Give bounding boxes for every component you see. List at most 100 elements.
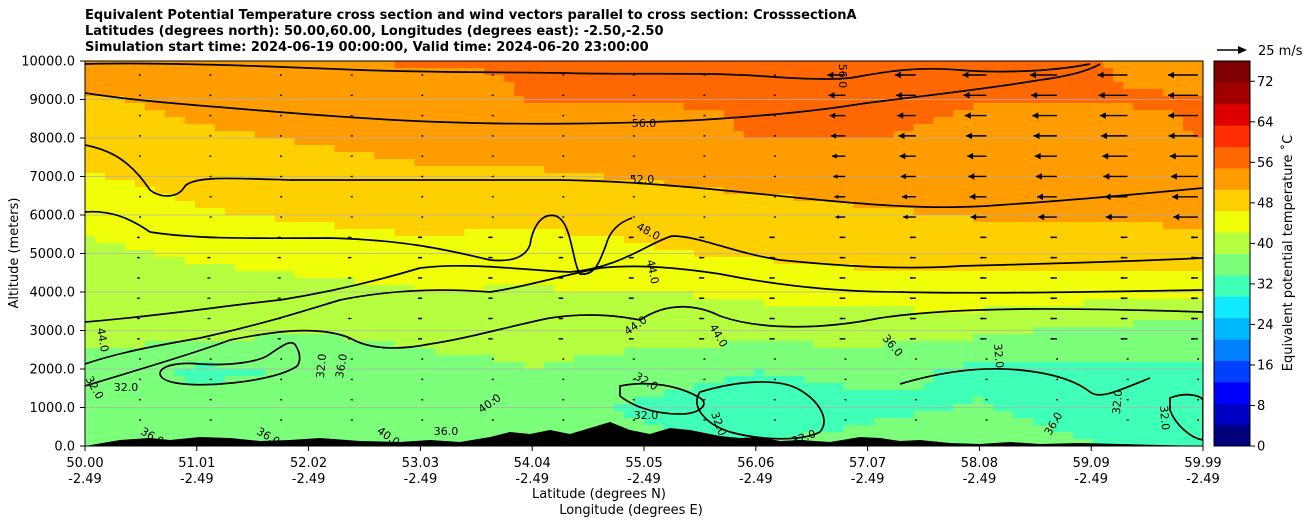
- field-cell: [853, 222, 865, 230]
- field-cell: [484, 292, 495, 300]
- field-cell: [823, 306, 835, 314]
- field-cell: [923, 117, 935, 125]
- field-cell: [1173, 166, 1184, 174]
- field-cell: [803, 68, 815, 76]
- field-cell: [474, 75, 485, 83]
- field-cell: [783, 320, 795, 328]
- field-cell: [1053, 159, 1064, 167]
- field-cell: [963, 334, 975, 342]
- field-cell: [683, 348, 695, 356]
- field-cell: [823, 264, 835, 272]
- field-cell: [104, 215, 116, 223]
- field-cell: [294, 208, 306, 216]
- field-cell: [803, 187, 815, 195]
- field-cell: [1083, 159, 1094, 167]
- field-cell: [1013, 117, 1024, 125]
- field-cell: [933, 285, 945, 293]
- field-cell: [504, 187, 515, 195]
- field-cell: [793, 313, 805, 321]
- field-cell: [574, 75, 585, 83]
- field-cell: [853, 145, 865, 153]
- field-cell: [264, 145, 276, 153]
- field-cell: [434, 208, 445, 216]
- field-cell: [514, 194, 525, 202]
- field-cell: [1183, 201, 1194, 209]
- field-cell: [753, 320, 765, 328]
- field-cell: [923, 313, 935, 321]
- field-cell: [424, 75, 435, 83]
- field-cell: [354, 159, 366, 167]
- field-cell: [524, 166, 535, 174]
- field-cell: [773, 278, 785, 286]
- field-cell: [314, 89, 326, 97]
- field-cell: [653, 278, 665, 286]
- field-cell: [354, 103, 366, 111]
- field-cell: [94, 187, 106, 195]
- field-cell: [624, 229, 635, 237]
- field-cell: [1043, 257, 1054, 265]
- field-cell: [474, 334, 485, 342]
- field-cell: [1093, 348, 1104, 356]
- field-cell: [204, 278, 216, 286]
- field-cell: [783, 110, 795, 118]
- field-cell: [1023, 82, 1034, 90]
- field-cell: [514, 166, 525, 174]
- field-cell: [564, 278, 575, 286]
- field-cell: [174, 285, 186, 293]
- field-cell: [454, 187, 465, 195]
- field-cell: [184, 243, 196, 251]
- field-cell: [184, 180, 196, 188]
- field-cell: [973, 285, 984, 293]
- field-cell: [314, 201, 326, 209]
- field-cell: [803, 152, 815, 160]
- field-cell: [853, 61, 865, 69]
- field-cell: [713, 362, 725, 370]
- field-cell: [294, 306, 306, 314]
- field-cell: [933, 334, 945, 342]
- field-cell: [434, 278, 445, 286]
- field-cell: [404, 61, 416, 69]
- field-cell: [1143, 320, 1154, 328]
- field-cell: [464, 194, 475, 202]
- field-cell: [773, 194, 785, 202]
- field-cell: [644, 159, 655, 167]
- field-cell: [85, 236, 96, 244]
- field-cell: [514, 180, 525, 188]
- field-cell: [94, 194, 106, 202]
- field-cell: [564, 201, 575, 209]
- field-cell: [653, 103, 665, 111]
- field-cell: [234, 68, 246, 76]
- field-cell: [124, 257, 136, 265]
- field-cell: [1053, 194, 1064, 202]
- field-cell: [1173, 201, 1184, 209]
- field-cell: [663, 75, 675, 83]
- field-cell: [324, 89, 336, 97]
- field-cell: [1033, 306, 1044, 314]
- field-cell: [1093, 320, 1104, 328]
- field-cell: [1193, 264, 1203, 272]
- field-cell: [144, 271, 156, 279]
- field-cell: [274, 334, 286, 342]
- field-cell: [703, 131, 715, 139]
- field-cell: [873, 271, 885, 279]
- field-cell: [454, 271, 465, 279]
- field-cell: [584, 299, 595, 307]
- field-cell: [1003, 61, 1014, 69]
- field-cell: [134, 243, 146, 251]
- field-cell: [713, 271, 725, 279]
- field-cell: [1133, 152, 1144, 160]
- field-cell: [85, 222, 96, 230]
- field-cell: [434, 320, 445, 328]
- field-cell: [693, 306, 705, 314]
- field-cell: [1083, 117, 1094, 125]
- field-cell: [524, 180, 535, 188]
- field-cell: [414, 61, 425, 69]
- field-cell: [1073, 208, 1084, 216]
- field-cell: [634, 152, 645, 160]
- field-cell: [1153, 355, 1164, 363]
- field-cell: [424, 362, 435, 370]
- field-cell: [274, 215, 286, 223]
- field-cell: [1063, 222, 1074, 230]
- field-cell: [554, 257, 565, 265]
- field-cell: [1053, 89, 1064, 97]
